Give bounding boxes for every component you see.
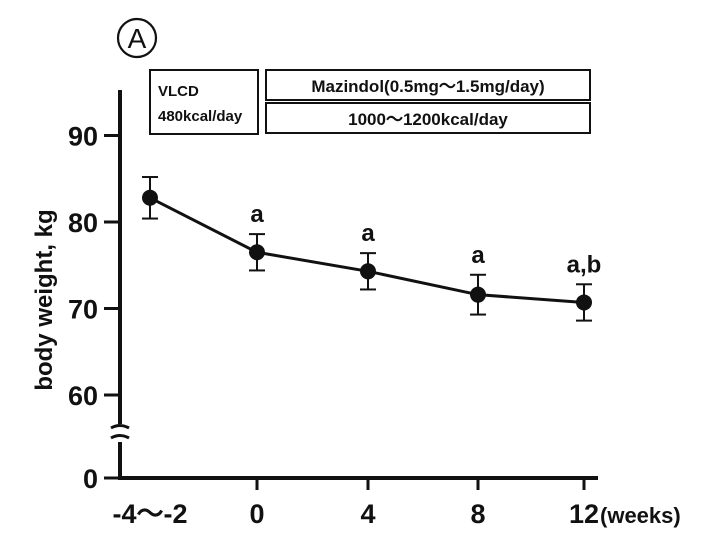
- x-tick-label: -4〜-2: [112, 499, 187, 529]
- vlcd-title: VLCD: [158, 83, 199, 100]
- axes: [110, 90, 598, 480]
- data-point: [360, 263, 376, 280]
- vlcd-box: [149, 69, 259, 135]
- x-tick-label: 12: [569, 499, 599, 529]
- svg-text:A: A: [128, 23, 147, 54]
- series-layer: a a a a,b: [142, 176, 602, 322]
- y-ticks: 0 60 70 80 90: [68, 122, 120, 494]
- x-axis-unit-label: (weeks): [600, 503, 681, 528]
- x-tick-label: 8: [470, 499, 485, 529]
- axis-break: [110, 424, 130, 440]
- data-point: [576, 294, 592, 311]
- significance-label: a: [361, 220, 375, 247]
- x-tick-label: 0: [249, 499, 264, 529]
- panel-label: A: [116, 17, 158, 59]
- y-tick-label: 90: [68, 122, 98, 152]
- data-point: [142, 189, 158, 206]
- y-tick-label: 0: [83, 464, 98, 494]
- x-ticks: -4〜-2 0 4 8 12: [112, 478, 599, 529]
- significance-label: a: [250, 201, 264, 228]
- data-point: [470, 286, 486, 303]
- phase-boxes: VLCD 480kcal/day Mazindol(0.5mg〜1.5mg/da…: [149, 69, 591, 135]
- vlcd-kcal: 480kcal/day: [158, 108, 243, 125]
- drug-label: Mazindol(0.5mg〜1.5mg/day): [311, 77, 544, 96]
- diet-label: 1000〜1200kcal/day: [348, 110, 508, 129]
- y-tick-label: 80: [68, 208, 98, 238]
- significance-label: a,b: [567, 251, 602, 278]
- y-tick-label: 70: [68, 295, 98, 325]
- data-point: [249, 244, 265, 261]
- y-axis-label: body weight, kg: [31, 209, 58, 390]
- y-tick-label: 60: [68, 381, 98, 411]
- x-tick-label: 4: [360, 499, 375, 529]
- diet-box: [265, 102, 591, 134]
- drug-box: [265, 69, 591, 101]
- significance-label: a: [471, 242, 485, 269]
